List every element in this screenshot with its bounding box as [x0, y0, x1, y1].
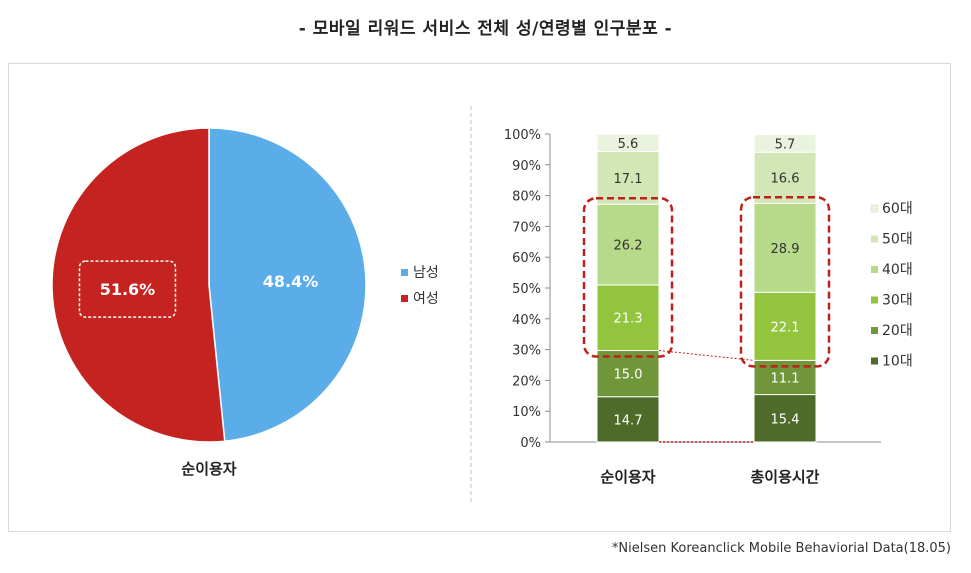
bar-segment-0-0 [596, 396, 660, 443]
pie-data-label-0: 48.4% [263, 272, 319, 291]
bar-segment-1-4 [753, 151, 817, 204]
bar-data-label-1-0: 15.4 [771, 412, 800, 427]
bar-segment-1-3 [753, 202, 817, 293]
pie-legend-label-0: 남성 [413, 265, 439, 281]
bar-legend-swatch-1 [871, 235, 878, 243]
y-tick-label: 30% [512, 344, 541, 359]
y-tick-label: 60% [512, 251, 541, 266]
y-tick-label: 10% [512, 405, 541, 420]
y-tick-label: 90% [512, 159, 541, 174]
y-tick-label: 20% [512, 374, 541, 389]
pie-data-label-1: 51.6% [100, 280, 156, 299]
bar-legend-label-4: 20대 [882, 323, 913, 339]
bar-segment-1-0 [753, 394, 817, 443]
pie-category-label: 순이용자 [181, 460, 236, 478]
bar-data-label-1-3: 28.9 [771, 242, 800, 257]
pie-slice-0 [208, 127, 367, 443]
bar-segment-0-4 [596, 151, 660, 205]
bar-data-label-0-4: 17.1 [614, 172, 643, 187]
pie-legend-swatch-0 [401, 269, 408, 276]
bar-data-label-1-1: 11.1 [771, 371, 800, 386]
pie-highlight-box [78, 260, 177, 318]
bar-legend-swatch-4 [871, 327, 878, 334]
bar-data-label-1-4: 16.6 [771, 172, 800, 187]
pie-legend-swatch-1 [401, 295, 408, 302]
bar-legend-label-0: 60대 [882, 201, 913, 217]
bar-data-label-0-2: 21.3 [614, 312, 643, 327]
pie-slice-1 [51, 127, 226, 443]
y-tick-label: 80% [512, 190, 541, 205]
y-tick-label: 50% [512, 282, 541, 297]
bar-segment-0-1 [596, 350, 660, 398]
bar-segment-0-2 [596, 284, 660, 352]
bar-legend-swatch-3 [871, 296, 878, 304]
bar-data-label-1-2: 22.1 [771, 320, 800, 335]
x-tick-label-0: 순이용자 [600, 468, 655, 486]
bar-segment-1-5 [753, 134, 817, 153]
y-tick-label: 70% [512, 220, 541, 235]
bar-legend-label-5: 10대 [882, 354, 913, 370]
pie-legend-label-1: 여성 [413, 291, 439, 307]
source-footnote: *Nielsen Koreanclick Mobile Behaviorial … [611, 541, 951, 556]
bar-data-label-1-5: 5.7 [775, 137, 796, 152]
bar-legend-label-2: 40대 [882, 262, 913, 278]
bar-highlight-box-0 [582, 196, 674, 358]
page-title: - 모바일 리워드 서비스 전체 성/연령별 인구분포 - [298, 19, 673, 39]
bar-data-label-0-1: 15.0 [614, 368, 643, 383]
bar-segment-1-2 [753, 291, 817, 361]
y-tick-label: 100% [504, 128, 541, 143]
bar-data-label-0-3: 26.2 [614, 239, 643, 254]
bar-legend-label-1: 50대 [882, 232, 913, 248]
bar-highlight-box-1 [739, 196, 831, 368]
bar-segment-0-3 [596, 203, 660, 286]
bar-segment-0-5 [596, 133, 660, 153]
bar-data-label-0-0: 14.7 [614, 413, 643, 428]
bar-legend-swatch-5 [871, 357, 878, 365]
bar-legend-swatch-2 [871, 266, 878, 273]
y-tick-label: 0% [520, 436, 541, 451]
y-tick-label: 40% [512, 313, 541, 328]
x-tick-label-1: 총이용시간 [750, 468, 819, 486]
stacked-bar-chart: 0% 10% 20% 30% 40% 50% 60% 70% 80% 90% 100% 14.7 15.… [504, 128, 913, 486]
bar-legend-label-3: 30대 [882, 293, 913, 309]
bar-data-label-0-5: 5.6 [618, 137, 639, 152]
bar-legend-swatch-0 [870, 204, 879, 213]
